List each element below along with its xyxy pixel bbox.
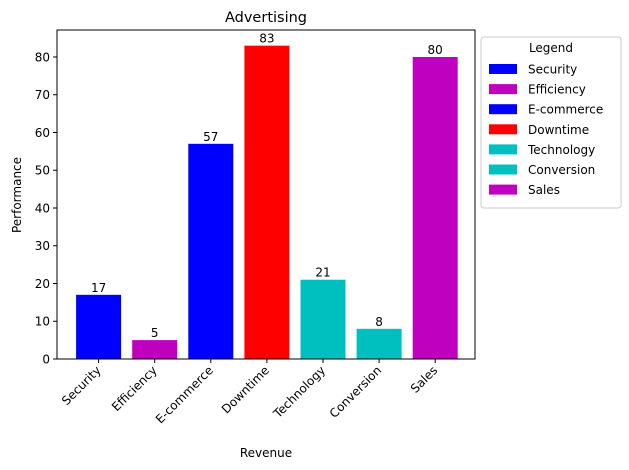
legend-entry-label: Technology — [527, 143, 595, 157]
legend-swatch — [489, 104, 517, 115]
y-axis-label: Performance — [10, 157, 24, 233]
plot-frame — [56, 29, 476, 360]
bar-conversion — [356, 328, 402, 359]
legend-swatch — [489, 144, 517, 155]
legend-entry-label: E-commerce — [528, 103, 603, 117]
legend-entries: Security Efficiency E-commerce Downtime Tech… — [489, 63, 603, 197]
x-tick-label: Efficiency — [109, 363, 160, 414]
y-tick-label: 20 — [35, 277, 50, 291]
legend-entry-label: Security — [528, 63, 577, 77]
y-tick-label: 60 — [35, 126, 50, 140]
x-tick-label: Security — [59, 363, 104, 408]
y-tick-label: 0 — [42, 352, 50, 366]
bars-group — [76, 45, 458, 360]
y-tick-label: 40 — [35, 201, 50, 215]
legend-swatch — [489, 164, 517, 175]
x-axis-label: Revenue — [240, 446, 292, 460]
legend: Legend Security Efficiency E-commerce Downt… — [480, 36, 622, 209]
y-tick-label: 80 — [35, 50, 50, 64]
bar-security — [76, 294, 122, 359]
legend-title: Legend — [529, 41, 573, 55]
x-tick-label: E-commerce — [153, 363, 216, 426]
bar-value-label: 21 — [315, 266, 330, 280]
bar-value-label: 83 — [259, 32, 274, 46]
bar-value-label: 8 — [375, 315, 383, 329]
legend-swatch — [489, 124, 517, 135]
y-tick-label: 10 — [35, 315, 50, 329]
y-tick-label: 50 — [35, 164, 50, 178]
legend-entry-label: Sales — [528, 183, 560, 197]
bar-value-labels: 17 5 57 83 21 8 80 — [91, 32, 443, 340]
y-tick-label: 70 — [35, 88, 50, 102]
x-tick-label: Technology — [270, 363, 328, 421]
legend-swatch — [489, 64, 517, 74]
legend-swatch — [489, 84, 517, 95]
legend-entry-label: Downtime — [528, 123, 589, 137]
legend-entry-label: Efficiency — [528, 83, 586, 97]
y-axis-ticks: 0 10 20 30 40 50 60 70 80 — [35, 50, 57, 366]
x-tick-label: Conversion — [327, 363, 384, 420]
chart-title: Advertising — [225, 10, 307, 26]
y-tick-label: 30 — [35, 239, 50, 253]
legend-entry-label: Conversion — [528, 163, 595, 177]
bar-technology — [300, 279, 346, 359]
bar-value-label: 5 — [151, 326, 159, 340]
x-tick-label: Sales — [408, 363, 440, 395]
legend-swatch — [489, 184, 517, 195]
bar-efficiency — [132, 340, 178, 359]
bar-downtime — [244, 45, 290, 360]
x-tick-label: Downtime — [219, 363, 272, 416]
bar-value-label: 57 — [203, 130, 218, 144]
bar-e-commerce — [188, 143, 234, 359]
bar-sales — [412, 56, 458, 360]
bar-value-label: 17 — [91, 281, 106, 295]
bar-value-label: 80 — [428, 43, 443, 57]
